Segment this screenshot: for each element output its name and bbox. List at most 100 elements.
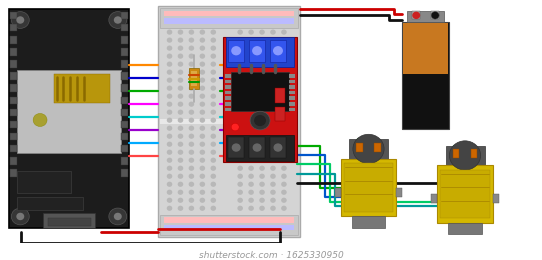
Bar: [228, 137, 244, 158]
Circle shape: [259, 206, 265, 211]
Bar: [121, 12, 128, 19]
Circle shape: [189, 37, 194, 43]
Bar: [121, 96, 128, 104]
Bar: [10, 169, 17, 177]
Circle shape: [210, 158, 216, 163]
Bar: [289, 96, 295, 100]
Circle shape: [189, 134, 194, 139]
Circle shape: [189, 54, 194, 59]
Circle shape: [109, 208, 127, 225]
Bar: [470, 149, 478, 158]
Bar: [17, 197, 83, 210]
Circle shape: [199, 198, 205, 203]
Circle shape: [167, 77, 172, 83]
Circle shape: [237, 29, 243, 35]
Bar: [289, 102, 295, 106]
Circle shape: [210, 62, 216, 67]
Circle shape: [210, 166, 216, 171]
Circle shape: [178, 62, 183, 67]
Circle shape: [237, 118, 243, 123]
Circle shape: [259, 62, 265, 67]
Bar: [340, 159, 396, 216]
Circle shape: [248, 54, 254, 59]
Circle shape: [189, 158, 194, 163]
Circle shape: [167, 150, 172, 155]
Circle shape: [281, 54, 287, 59]
Bar: [453, 149, 460, 158]
Circle shape: [11, 208, 29, 225]
Circle shape: [189, 150, 194, 155]
Circle shape: [237, 69, 243, 75]
Circle shape: [199, 174, 205, 179]
Bar: [412, 11, 420, 19]
Circle shape: [167, 206, 172, 211]
Circle shape: [210, 206, 216, 211]
Circle shape: [259, 29, 265, 35]
Circle shape: [178, 69, 183, 75]
Circle shape: [210, 198, 216, 203]
Circle shape: [248, 86, 254, 91]
Circle shape: [167, 198, 172, 203]
Circle shape: [259, 109, 265, 115]
Circle shape: [210, 54, 216, 59]
Bar: [352, 216, 385, 228]
Circle shape: [231, 46, 241, 55]
Circle shape: [16, 16, 24, 24]
Circle shape: [189, 206, 194, 211]
Circle shape: [270, 29, 276, 35]
Circle shape: [178, 158, 183, 163]
Circle shape: [237, 109, 243, 115]
Circle shape: [281, 86, 287, 91]
Bar: [54, 74, 111, 103]
Circle shape: [210, 174, 216, 179]
Text: shutterstock.com · 1625330950: shutterstock.com · 1625330950: [198, 251, 344, 260]
Circle shape: [189, 109, 194, 115]
Circle shape: [248, 198, 254, 203]
Bar: [289, 108, 295, 111]
Circle shape: [259, 86, 265, 91]
Bar: [43, 213, 95, 228]
Circle shape: [281, 118, 287, 123]
Circle shape: [167, 86, 172, 91]
Circle shape: [189, 166, 194, 171]
Circle shape: [210, 142, 216, 147]
Circle shape: [178, 77, 183, 83]
Bar: [164, 225, 294, 230]
Circle shape: [270, 109, 276, 115]
Circle shape: [199, 54, 205, 59]
Bar: [403, 23, 448, 74]
Circle shape: [281, 109, 287, 115]
Circle shape: [248, 46, 254, 51]
Circle shape: [270, 134, 276, 139]
Circle shape: [237, 54, 243, 59]
Circle shape: [199, 118, 205, 123]
Circle shape: [178, 142, 183, 147]
Circle shape: [270, 150, 276, 155]
Circle shape: [248, 190, 254, 195]
Circle shape: [270, 69, 276, 75]
Circle shape: [259, 77, 265, 83]
Circle shape: [189, 69, 194, 75]
Circle shape: [167, 142, 172, 147]
Circle shape: [281, 174, 287, 179]
Circle shape: [259, 150, 265, 155]
Circle shape: [178, 134, 183, 139]
Circle shape: [248, 77, 254, 83]
Bar: [164, 217, 294, 223]
Bar: [493, 194, 499, 203]
Circle shape: [178, 126, 183, 131]
Circle shape: [412, 12, 420, 19]
Bar: [431, 11, 439, 19]
Bar: [437, 165, 493, 223]
Circle shape: [270, 142, 276, 147]
Circle shape: [248, 150, 254, 155]
Circle shape: [281, 134, 287, 139]
Circle shape: [199, 109, 205, 115]
Circle shape: [237, 150, 243, 155]
Circle shape: [178, 190, 183, 195]
Circle shape: [114, 16, 122, 24]
Circle shape: [237, 142, 243, 147]
Circle shape: [252, 46, 262, 55]
Circle shape: [178, 37, 183, 43]
Bar: [164, 11, 294, 16]
